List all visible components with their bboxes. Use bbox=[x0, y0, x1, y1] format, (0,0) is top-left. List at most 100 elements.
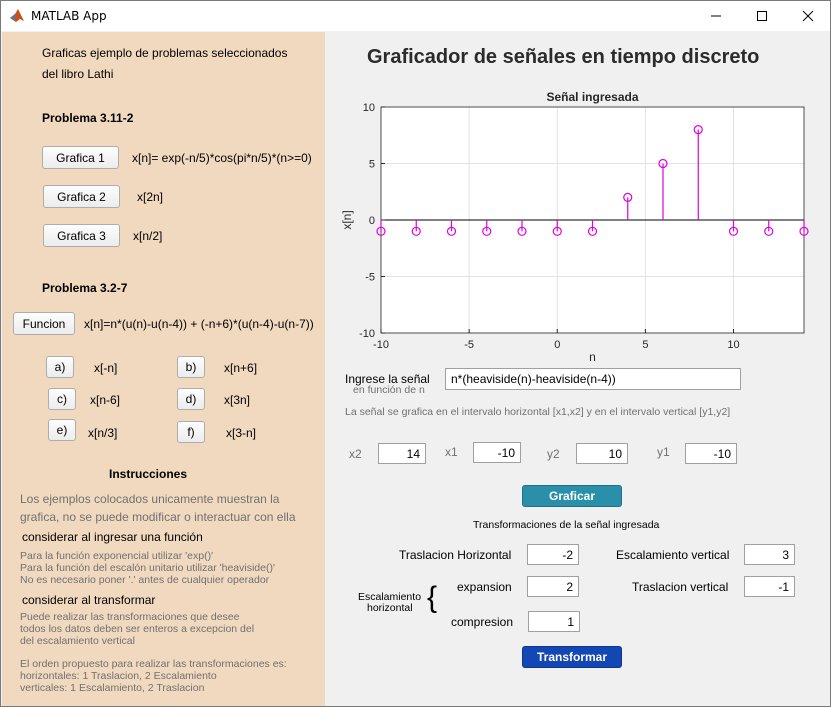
horizontal-shift-label: Traslacion Horizontal bbox=[399, 548, 512, 562]
chart-title: Señal ingresada bbox=[546, 90, 638, 104]
stem-marker bbox=[552, 226, 562, 236]
option-d-expression: x[3n] bbox=[224, 393, 251, 407]
instructions-heading: Instrucciones bbox=[109, 467, 188, 481]
input-note-3: No es necesario poner '.' antes de cualq… bbox=[20, 574, 270, 586]
y1-label: y1 bbox=[657, 445, 670, 459]
signal-input[interactable]: n*(heaviside(n)-heaviside(n-4)) bbox=[445, 368, 741, 390]
y2-field[interactable]: 10 bbox=[576, 443, 628, 464]
funcion-button[interactable]: Funcion bbox=[13, 312, 75, 335]
transform-note-3: del escalamiento vertical bbox=[20, 635, 135, 647]
compression-field[interactable]: 1 bbox=[528, 611, 580, 632]
title-bar: MATLAB App bbox=[1, 1, 830, 31]
plotter-panel: Graficador de señales en tiempo discreto… bbox=[327, 32, 830, 706]
option-b-button[interactable]: b) bbox=[177, 356, 205, 378]
option-e-button[interactable]: e) bbox=[48, 419, 76, 441]
signal-input-label: Ingrese la señal bbox=[345, 372, 430, 386]
vertical-scale-field[interactable]: 3 bbox=[744, 544, 795, 565]
stem-marker bbox=[587, 226, 598, 236]
maximize-button[interactable] bbox=[739, 1, 785, 31]
signal-chart: -10 -5 0 5 10 -10 -5 0 5 10 Señal ingresada n x[n] bbox=[340, 90, 809, 364]
window-title: MATLAB App bbox=[31, 9, 107, 23]
stem-marker bbox=[376, 226, 386, 236]
y-tick-label: 5 bbox=[369, 159, 375, 171]
vertical-shift-label: Traslacion vertical bbox=[632, 580, 729, 594]
expansion-label: expansion bbox=[457, 580, 512, 594]
expansion-field[interactable]: 2 bbox=[527, 576, 579, 597]
x-tick-label: 0 bbox=[554, 339, 560, 351]
page-title: Graficador de señales en tiempo discreto bbox=[367, 46, 760, 68]
stem-marker bbox=[658, 158, 668, 169]
stem-marker bbox=[623, 192, 633, 203]
graficar-button[interactable]: Graficar bbox=[522, 485, 622, 507]
consider-input-heading: considerar al ingresar una función bbox=[22, 530, 203, 544]
transform-note-2: todos los datos deben ser enteros a exce… bbox=[20, 623, 255, 635]
order-note-2: horizontales: 1 Traslacion, 2 Escalamien… bbox=[20, 670, 217, 682]
close-icon bbox=[802, 10, 814, 22]
problem-1-heading: Problema 3.11-2 bbox=[42, 111, 134, 125]
grafica-2-expression: x[2n] bbox=[137, 190, 164, 204]
option-c-expression: x[n-6] bbox=[90, 393, 121, 407]
brace-icon: { bbox=[427, 581, 438, 614]
option-f-button[interactable]: f) bbox=[177, 421, 205, 443]
x-tick-label: -5 bbox=[464, 339, 474, 351]
close-button[interactable] bbox=[785, 1, 831, 31]
instructions-line-2: grafica, no se puede modificar o interac… bbox=[20, 510, 296, 524]
minimize-icon bbox=[711, 15, 721, 17]
stem-marker bbox=[482, 226, 492, 236]
transformar-button[interactable]: Transformar bbox=[522, 646, 622, 668]
transformations-heading: Transformaciones de la señal ingresada bbox=[473, 519, 660, 531]
y-tick-label: 0 bbox=[369, 215, 375, 227]
option-a-expression: x[-n] bbox=[94, 361, 118, 375]
grafica-2-button[interactable]: Grafica 2 bbox=[43, 185, 120, 208]
stem-marker bbox=[517, 226, 527, 236]
matlab-icon bbox=[10, 9, 24, 22]
funcion-expression: x[n]=n*(u(n)-u(n-4)) + (-n+6)*(u(n-4)-u(… bbox=[84, 317, 314, 331]
intro-line-2: del libro Lathi bbox=[42, 67, 114, 81]
horizontal-scale-label-2: horizontal bbox=[367, 602, 413, 614]
y-axis-label: x[n] bbox=[340, 210, 354, 229]
input-note-1: Para la función exponencial utilizar 'ex… bbox=[20, 550, 214, 562]
minimize-button[interactable] bbox=[693, 1, 739, 31]
order-note-1: El orden propuesto para realizar las tra… bbox=[20, 658, 287, 670]
transform-note-1: Puede realizar las transformaciones que … bbox=[20, 611, 240, 623]
x2-label: x2 bbox=[349, 447, 362, 461]
signal-input-sublabel: en función de n bbox=[353, 384, 425, 396]
y-tick-label: -5 bbox=[365, 272, 375, 284]
horizontal-shift-field[interactable]: -2 bbox=[527, 544, 579, 565]
stem-marker bbox=[799, 226, 809, 236]
x-tick-label: -10 bbox=[373, 339, 389, 351]
compression-label: compresion bbox=[451, 615, 514, 629]
option-c-button[interactable]: c) bbox=[48, 388, 76, 410]
stem-marker bbox=[693, 124, 703, 135]
x1-field[interactable]: -10 bbox=[473, 442, 521, 463]
option-a-button[interactable]: a) bbox=[46, 356, 74, 378]
x-tick-label: 10 bbox=[727, 339, 739, 351]
stem-marker bbox=[411, 226, 421, 236]
grafica-1-button[interactable]: Grafica 1 bbox=[42, 146, 119, 169]
stem-marker bbox=[446, 226, 457, 236]
stem-marker bbox=[764, 226, 774, 236]
y2-label: y2 bbox=[547, 447, 560, 461]
x2-field[interactable]: 14 bbox=[378, 443, 426, 464]
y1-field[interactable]: -10 bbox=[685, 443, 737, 464]
horizontal-scale-label-1: Escalamiento bbox=[358, 591, 422, 603]
grafica-3-expression: x[n/2] bbox=[133, 229, 163, 243]
consider-transform-heading: considerar al transformar bbox=[22, 593, 156, 607]
x-axis-label: n bbox=[589, 350, 596, 364]
maximize-icon bbox=[757, 11, 767, 21]
stem-marker bbox=[728, 226, 739, 236]
y-tick-label: -10 bbox=[359, 328, 375, 340]
option-d-button[interactable]: d) bbox=[177, 388, 205, 410]
option-b-expression: x[n+6] bbox=[224, 361, 258, 375]
interval-note: La señal se grafica en el intervalo hori… bbox=[345, 406, 731, 418]
problem-2-heading: Problema 3.2-7 bbox=[42, 281, 128, 295]
vertical-shift-field[interactable]: -1 bbox=[744, 576, 795, 597]
option-f-expression: x[3-n] bbox=[226, 426, 257, 440]
order-note-3: verticales: 1 Escalamiento, 2 Traslacion bbox=[20, 682, 205, 694]
examples-panel: Graficas ejemplo de problemas selecciona… bbox=[2, 32, 325, 706]
intro-line-1: Graficas ejemplo de problemas selecciona… bbox=[42, 46, 288, 60]
grafica-1-expression: x[n]= exp(-n/5)*cos(pi*n/5)*(n>=0) bbox=[132, 151, 312, 165]
y-tick-label: 10 bbox=[363, 102, 375, 114]
grafica-3-button[interactable]: Grafica 3 bbox=[43, 224, 120, 247]
